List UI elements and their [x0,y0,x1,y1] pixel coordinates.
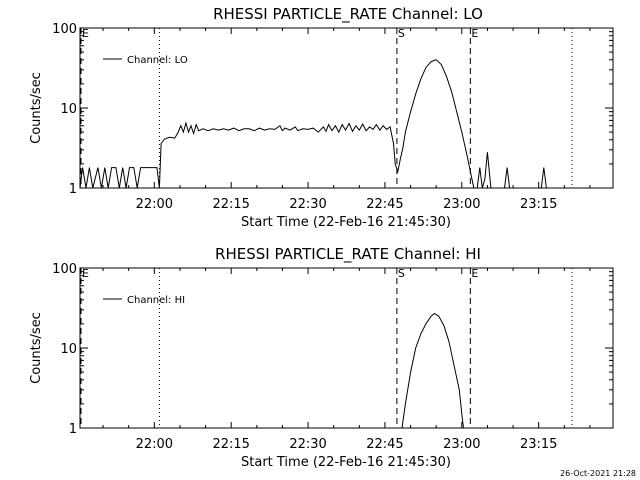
x-tick-label: 22:45 [366,197,403,212]
y-tick-label: 100 [52,22,77,37]
x-tick-label: 22:15 [212,437,249,452]
time-marker-label: E [471,27,478,40]
time-marker-label: E [82,27,89,40]
series-line [79,59,613,189]
x-tick-label: 22:30 [289,437,326,452]
y-tick-label: 100 [52,262,77,277]
x-tick-label: 22:00 [136,437,173,452]
y-axis-label: Counts/sec [29,72,44,144]
y-tick-label: 1 [69,182,77,197]
y-tick-label: 10 [60,102,77,117]
time-marker-label: E [471,267,478,280]
x-tick-label: 22:15 [212,197,249,212]
chart-legend: Channel: LO [103,55,188,66]
y-tick-label: 10 [60,342,77,357]
y-axis-label: Counts/sec [29,312,44,384]
x-tick-label: 23:15 [520,197,557,212]
x-tick-label: 22:30 [289,197,326,212]
legend-label: Channel: HI [127,295,185,306]
chart-lo-panel: RHESSI PARTICLE_RATE Channel: LO Counts/… [29,5,614,230]
x-axis-label: Start Time (22-Feb-16 21:45:30) [241,455,451,470]
chart-title: RHESSI PARTICLE_RATE Channel: HI [215,245,481,264]
x-tick-label: 22:45 [366,437,403,452]
chart-title: RHESSI PARTICLE_RATE Channel: LO [213,5,483,24]
time-marker-label: E [82,267,89,280]
time-marker-label: S [398,267,405,280]
x-tick-label: 22:00 [136,197,173,212]
legend-label: Channel: LO [127,55,188,66]
x-tick-label: 23:00 [443,437,480,452]
y-tick-label: 1 [69,422,77,437]
x-tick-label: 23:00 [443,197,480,212]
chart-legend: Channel: HI [103,295,185,306]
timestamp-label: 26-Oct-2021 21:28 [560,469,636,478]
time-marker-label: S [398,27,405,40]
chart-hi-panel: RHESSI PARTICLE_RATE Channel: HI Counts/… [29,245,614,470]
x-axis-label: Start Time (22-Feb-16 21:45:30) [241,215,451,230]
series-line [401,312,464,429]
x-tick-label: 23:15 [520,437,557,452]
